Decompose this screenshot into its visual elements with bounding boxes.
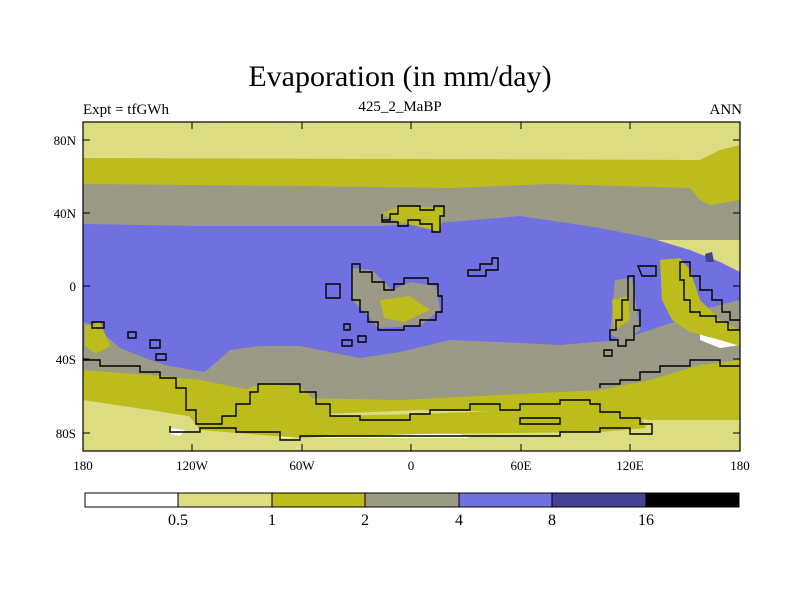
lon-label-180e: 180: [730, 458, 750, 473]
plot-subtitle: 425_2_MaBP: [358, 99, 442, 115]
colorbar-label-3: 4: [455, 512, 463, 529]
colorbar-box-0: [84, 492, 179, 508]
continent-australia-olive: [85, 322, 110, 354]
lat-label-0: 0: [70, 279, 77, 294]
colorbar-label-2: 2: [361, 512, 369, 529]
colorbar-label-5: 16: [638, 512, 654, 529]
colorbar: [84, 492, 740, 508]
plot-title: Evaporation (in mm/day): [248, 60, 552, 93]
lon-label-180w: 180: [73, 458, 93, 473]
colorbar-box-1: [177, 492, 273, 508]
lat-label-40s: 40S: [56, 352, 76, 367]
colorbar-box-4: [458, 492, 553, 508]
lat-label-40n: 40N: [54, 206, 77, 221]
experiment-label: Expt = tfGWh: [83, 102, 169, 118]
map-field: [83, 122, 740, 451]
lat-axis: [83, 139, 740, 434]
lon-label-0: 0: [408, 458, 415, 473]
colorbar-box-6: [645, 492, 740, 508]
lon-label-60e: 60E: [511, 458, 532, 473]
colorbar-box-5: [551, 492, 647, 508]
lon-label-120w: 120W: [176, 458, 209, 473]
colorbar-box-3: [364, 492, 460, 508]
colorbar-label-4: 8: [548, 512, 556, 529]
lon-label-120e: 120E: [616, 458, 644, 473]
lat-label-80s: 80S: [56, 426, 76, 441]
colorbar-label-0: 0.5: [168, 512, 188, 529]
lat-label-80n: 80N: [54, 133, 77, 148]
lon-label-60w: 60W: [289, 458, 315, 473]
region-high-west-pacific: [705, 252, 714, 262]
season-label: ANN: [709, 102, 743, 118]
coastlines: [83, 205, 740, 441]
colorbar-box-2: [271, 492, 366, 508]
lon-axis: [191, 122, 631, 451]
continent-africa-olive: [380, 296, 430, 322]
colorbar-label-1: 1: [268, 512, 276, 529]
